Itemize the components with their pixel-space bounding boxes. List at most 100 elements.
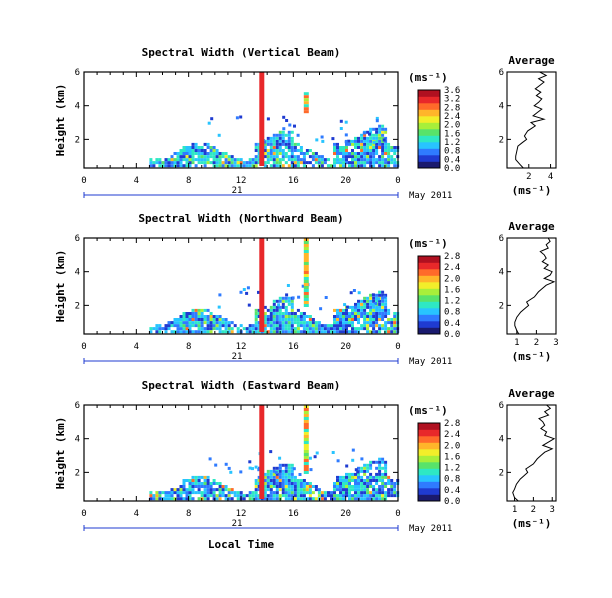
heatmap-cell [287, 494, 291, 498]
heatmap-cell [308, 149, 312, 152]
profile-title: Average [508, 220, 555, 233]
heatmap-cell [275, 305, 279, 309]
heatmap-cell [390, 330, 394, 334]
heatmap-cell [272, 139, 276, 143]
heatmap-cell [221, 488, 225, 492]
heatmap-cell [296, 142, 300, 146]
heatmap-cell [167, 491, 171, 495]
heatmap-cell [342, 152, 345, 155]
heatmap-cell [206, 497, 210, 501]
heatmap-cell [299, 488, 303, 492]
heatmap-cell [369, 466, 373, 470]
heatmap-cell [185, 318, 189, 321]
heatmap-cell [209, 155, 213, 159]
heatmap-cell [336, 479, 339, 482]
colorbar-segment [418, 148, 440, 156]
heatmap-cell [357, 472, 360, 476]
heatmap-cell [363, 158, 367, 162]
heatmap-cell [278, 466, 282, 470]
heatmap-cell [351, 312, 354, 315]
heatmap-cell [342, 494, 345, 498]
x-tick-label: 0 [395, 176, 400, 186]
heatmap-cell [348, 475, 351, 479]
heatmap-cell [366, 296, 370, 300]
heatmap-cell [366, 327, 370, 331]
heatmap-cell [275, 318, 279, 321]
heatmap-cell [323, 494, 327, 498]
heatmap-cell [200, 158, 204, 162]
heatmap-cell [360, 491, 364, 495]
heatmap-cell [314, 324, 318, 328]
heatmap-cell [339, 488, 342, 492]
heatmap-cell [366, 330, 370, 334]
heatmap-cell [339, 327, 342, 331]
heatmap-cell [269, 315, 273, 318]
heatmap-cell [296, 149, 300, 152]
heatmap-cell [284, 152, 288, 155]
heatmap-cell [293, 330, 297, 334]
heatmap-cell [303, 411, 309, 414]
heatmap-cell [296, 494, 300, 498]
heatmap-cell [197, 308, 201, 312]
x-tick-label: 0 [81, 342, 86, 352]
heatmap-cell [345, 161, 348, 165]
heatmap-cell [194, 324, 198, 328]
heatmap-cell [257, 479, 261, 482]
heatmap-cell [293, 479, 297, 482]
heatmap-cell [242, 164, 246, 168]
heatmap-cell [254, 142, 258, 146]
heatmap-cell [188, 312, 192, 315]
heatmap-cell [351, 139, 354, 143]
heatmap-cell [272, 469, 276, 473]
heatmap-cell [354, 468, 358, 472]
heatmap-cell [305, 491, 309, 495]
heatmap-cell [170, 488, 174, 492]
heatmap-cell [369, 149, 373, 152]
heatmap-cell [224, 155, 228, 159]
panel-title: Spectral Width (Eastward Beam) [142, 379, 341, 392]
heatmap-cell [339, 152, 342, 155]
heatmap-cell [203, 318, 207, 321]
heatmap-cell [263, 321, 267, 325]
heatmap-cell [170, 321, 174, 325]
heatmap-cell [339, 494, 342, 498]
heatmap-cell [303, 298, 309, 301]
heatmap-cell [188, 161, 192, 165]
colorbar-tick-label: 1.2 [444, 464, 460, 474]
heatmap-cell [212, 161, 216, 165]
colorbar-segment [418, 90, 440, 97]
heatmap-cell [293, 155, 297, 159]
heatmap-cell [357, 321, 360, 325]
heatmap-cell [363, 302, 367, 306]
heatmap-cell [290, 164, 294, 168]
profile-title: Average [508, 54, 555, 67]
heatmap-cell [299, 161, 303, 165]
heatmap-cell [227, 327, 231, 331]
heatmap-cell [308, 491, 312, 495]
colorbar-segment [418, 161, 440, 169]
heatmap-cell [173, 161, 177, 165]
heatmap-cell [272, 152, 276, 155]
heatmap-cell [299, 149, 303, 152]
heatmap-cell [218, 293, 222, 297]
heatmap-cell [381, 164, 385, 168]
heatmap-cell [303, 253, 309, 256]
heatmap-cell [308, 161, 312, 165]
heatmap-cell [309, 468, 313, 472]
heatmap-cell [381, 127, 385, 131]
heatmap-cell [170, 155, 174, 159]
heatmap-cell [345, 318, 348, 321]
heatmap-cell [303, 101, 309, 105]
heatmap-cell [369, 321, 373, 325]
heatmap-cell [314, 152, 318, 155]
heatmap-cell [281, 479, 285, 482]
heatmap-cell [275, 479, 279, 482]
heatmap-cell [272, 146, 276, 149]
heatmap-cell [369, 152, 373, 155]
heatmap-cell [372, 330, 376, 334]
colorbar-segment [418, 275, 440, 283]
heatmap-cell [303, 274, 309, 277]
heatmap-cell [176, 155, 180, 159]
heatmap-cell [185, 497, 189, 501]
heatmap-cell [351, 330, 354, 334]
